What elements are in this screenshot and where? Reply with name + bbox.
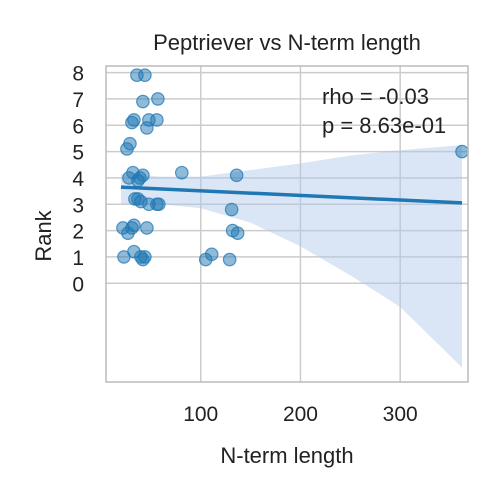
- y-tick-label: 3: [72, 194, 84, 217]
- data-point: [153, 198, 165, 210]
- data-point: [141, 222, 153, 234]
- rho-annotation: rho = -0.03: [322, 84, 429, 109]
- data-point: [206, 248, 218, 260]
- y-tick-label: 6: [72, 115, 84, 138]
- y-axis-label: Rank: [31, 209, 56, 261]
- data-point: [128, 114, 140, 126]
- p-value-annotation: p = 8.63e-01: [322, 113, 446, 138]
- data-point: [230, 169, 242, 181]
- y-tick-label: 7: [72, 89, 84, 112]
- data-point: [137, 95, 149, 107]
- x-axis-label: N-term length: [220, 443, 353, 468]
- y-tick-label: 1: [72, 247, 84, 270]
- chart-title: Peptriever vs N-term length: [153, 30, 421, 55]
- data-point: [225, 203, 237, 215]
- data-point: [152, 93, 164, 105]
- data-point: [231, 227, 243, 239]
- x-tick-label: 100: [183, 403, 218, 426]
- data-point: [176, 166, 188, 178]
- data-point: [141, 122, 153, 134]
- data-point: [139, 69, 151, 81]
- data-point: [456, 145, 468, 157]
- x-tick-label: 300: [383, 403, 418, 426]
- y-tick-label: 0: [72, 273, 84, 296]
- data-point: [124, 137, 136, 149]
- data-point: [139, 251, 151, 263]
- data-point: [132, 174, 144, 186]
- data-point: [223, 253, 235, 265]
- y-tick-label: 5: [72, 142, 84, 165]
- y-tick-label: 2: [72, 221, 84, 244]
- y-tick-label: 4: [72, 168, 84, 191]
- data-point: [128, 219, 140, 231]
- y-tick-label: 8: [72, 63, 84, 86]
- x-tick-label: 200: [283, 403, 318, 426]
